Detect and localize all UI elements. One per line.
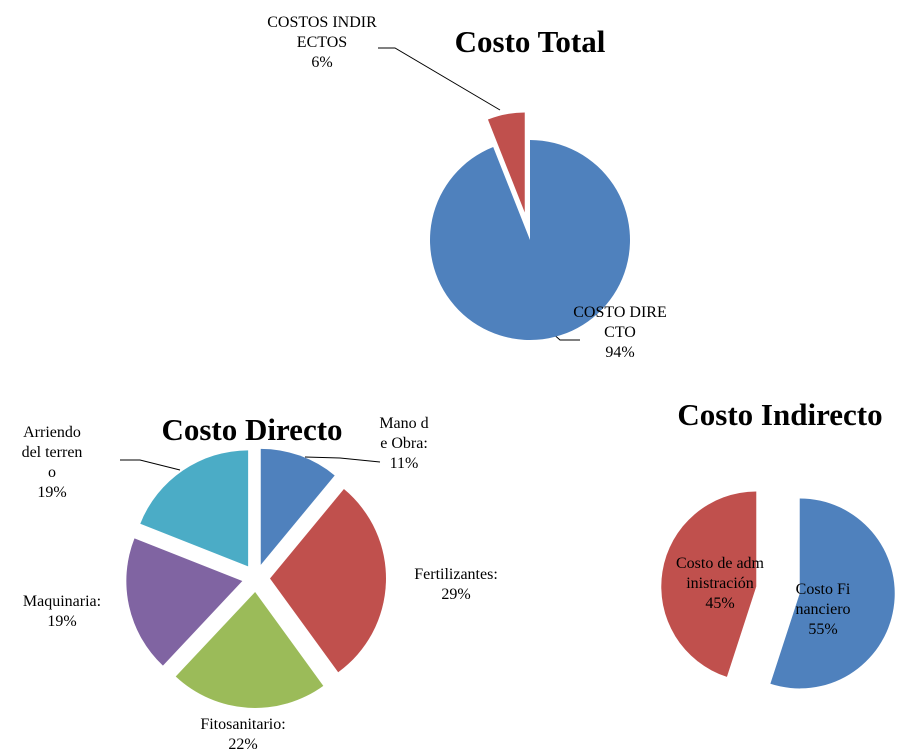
pie-slice — [269, 489, 386, 673]
pie-slice — [126, 538, 243, 666]
pie-slice — [260, 448, 335, 565]
chart-title: Costo Directo — [161, 412, 343, 447]
slice-value: 29% — [441, 586, 471, 603]
slice-value: 19% — [47, 613, 77, 630]
slice-value: 94% — [605, 344, 635, 361]
slice-value: 19% — [37, 484, 67, 501]
chart-title: Costo Total — [454, 24, 606, 59]
pie-slice — [487, 112, 525, 213]
slice-value: 6% — [311, 54, 333, 71]
leader-line — [120, 459, 181, 471]
slice-label: Fertilizantes: 29% — [394, 565, 519, 605]
slice-category: Mano de Obra: — [379, 415, 429, 452]
slice-label: Costo Financiero 55% — [792, 580, 854, 640]
slice-category: Costo de administración — [676, 555, 764, 592]
slice-label: COSTOS INDIRECTOS 6% — [265, 13, 380, 73]
pie-slice — [140, 450, 249, 567]
slice-label: Costo de administración 45% — [676, 554, 764, 614]
slice-value: 55% — [808, 621, 838, 638]
slice-category: Arriendo del terreno — [21, 424, 83, 481]
pie-slice — [429, 140, 630, 340]
slice-category: Fertilizantes: — [414, 566, 498, 583]
slice-label: Arriendo del terreno 19% — [21, 423, 83, 503]
pie-slice — [661, 491, 757, 677]
pie-slice — [770, 498, 895, 689]
slice-label: COSTO DIRECTO 94% — [573, 303, 668, 363]
slice-label: Mano de Obra: 11% — [378, 414, 430, 474]
leader-line — [378, 47, 501, 111]
slice-label: Maquinaria: 19% — [7, 592, 117, 632]
slice-value: 45% — [705, 595, 735, 612]
slice-category: Costo Financiero — [795, 581, 851, 618]
slice-category: COSTO DIRECTO — [573, 304, 667, 341]
slice-category: Fitosanitario: — [200, 716, 286, 733]
leader-line — [304, 456, 381, 463]
slice-value: 22% — [228, 736, 258, 753]
chart-title: Costo Indirecto — [677, 397, 883, 432]
pie-slice — [175, 591, 324, 708]
slice-label: Fitosanitario: 22% — [186, 715, 301, 755]
slice-category: COSTOS INDIRECTOS — [267, 14, 377, 51]
slice-category: Maquinaria: — [22, 593, 102, 610]
slice-value: 11% — [389, 455, 419, 472]
